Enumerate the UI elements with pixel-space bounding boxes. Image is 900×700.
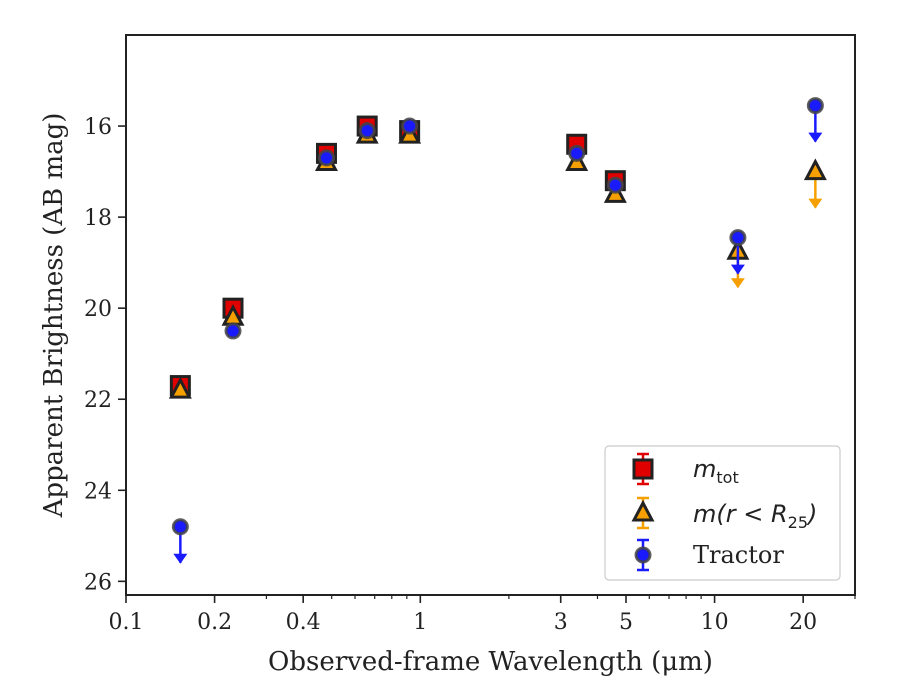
x-tick-label: 3 <box>554 610 568 635</box>
y-axis-label: Apparent Brightness (AB mag) <box>39 113 69 519</box>
legend-markers <box>631 452 655 572</box>
x-tick-label: 1 <box>413 610 427 635</box>
legend-label-tractor: Tractor <box>693 541 784 569</box>
x-tick-label: 0.1 <box>109 610 144 635</box>
legend-box <box>604 445 841 581</box>
legend: mtot m(r < R25) Tractor <box>604 445 841 581</box>
circle-point <box>729 229 747 247</box>
circle-upper-limit-arrow-head <box>808 132 823 143</box>
triangle-point <box>803 158 827 181</box>
legend-square-marker <box>632 458 654 480</box>
circle-point <box>224 322 242 340</box>
x-tick-label: 0.2 <box>197 610 232 635</box>
y-tick-label: 24 <box>84 479 112 504</box>
x-tick-label: 10 <box>701 610 729 635</box>
circle-point <box>317 149 335 167</box>
circle-upper-limit-arrow-head <box>730 264 745 275</box>
circle-point <box>606 176 624 194</box>
series-2 <box>171 97 824 564</box>
triangle-point <box>168 376 192 399</box>
triangle-upper-limit-arrow-head <box>808 198 823 209</box>
circle-point <box>358 122 376 140</box>
data-marks <box>168 97 827 564</box>
circle-point <box>171 518 189 536</box>
y-tick-label: 26 <box>84 570 112 595</box>
legend-label-mr25: m(r < R25) <box>693 500 817 532</box>
plot-frame <box>125 34 856 596</box>
circle-point <box>806 97 824 115</box>
y-tick-label: 20 <box>84 297 112 322</box>
y-tick-label: 16 <box>84 115 112 140</box>
legend-label-mtot: mtot <box>693 455 739 487</box>
y-tick-label: 22 <box>84 388 112 413</box>
circle-point <box>401 117 419 135</box>
axis-ticks: 0.1 0.2 0.4 1 3 5 10 20 16 18 20 22 24 26 <box>84 115 856 635</box>
triangle-upper-limit-arrow-head <box>730 278 745 289</box>
legend-circle-marker <box>634 546 652 564</box>
x-tick-label: 20 <box>789 610 817 635</box>
x-tick-label: 5 <box>619 610 633 635</box>
y-tick-label: 18 <box>84 206 112 231</box>
x-tick-label: 0.4 <box>286 610 321 635</box>
legend-triangle-marker <box>631 499 655 522</box>
x-axis-label: Observed-frame Wavelength (μm) <box>268 647 713 677</box>
circle-point <box>568 144 586 162</box>
circle-upper-limit-arrow-head <box>173 553 188 564</box>
